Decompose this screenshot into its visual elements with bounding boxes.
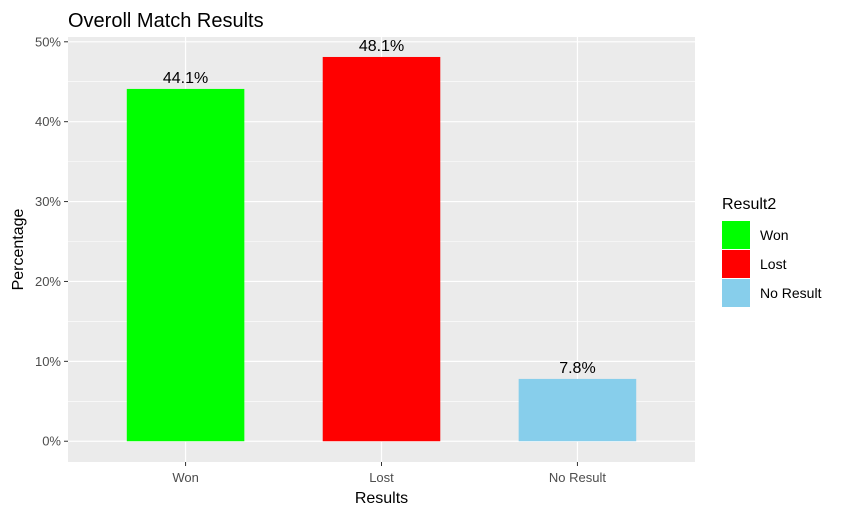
x-tick-label: Lost [369,470,394,485]
y-tick-label: 10% [35,354,61,369]
x-tick-label: No Result [549,470,606,485]
bar [322,56,441,442]
bar [518,378,637,442]
y-tick-label: 20% [35,274,61,289]
bar [126,88,245,442]
data-labels: 44.1% 48.1% 7.8% [163,38,596,377]
x-axis: Won Lost No Result [172,462,606,485]
bar-value-label: 7.8% [559,360,595,377]
chart-title: Overoll Match Results [68,10,264,32]
y-tick-label: 30% [35,194,61,209]
legend: Result2 Won Lost No Result [722,196,822,307]
x-axis-title: Results [355,490,408,507]
legend-swatch [722,279,750,307]
y-tick-label: 40% [35,114,61,129]
y-axis: 0% 10% 20% 30% 40% 50% [35,34,68,449]
legend-title: Result2 [722,196,776,213]
bar-value-label: 48.1% [359,38,404,55]
bars [126,56,637,442]
x-tick-label: Won [172,470,199,485]
legend-label: Lost [760,256,787,272]
y-tick-label: 50% [35,34,61,49]
bar-value-label: 44.1% [163,70,208,87]
legend-items: Won Lost No Result [722,221,822,307]
y-tick-label: 0% [42,434,61,449]
legend-label: Won [760,227,789,243]
legend-swatch [722,221,750,249]
legend-swatch [722,250,750,278]
legend-label: No Result [760,285,822,301]
y-axis-title: Percentage [10,208,27,290]
